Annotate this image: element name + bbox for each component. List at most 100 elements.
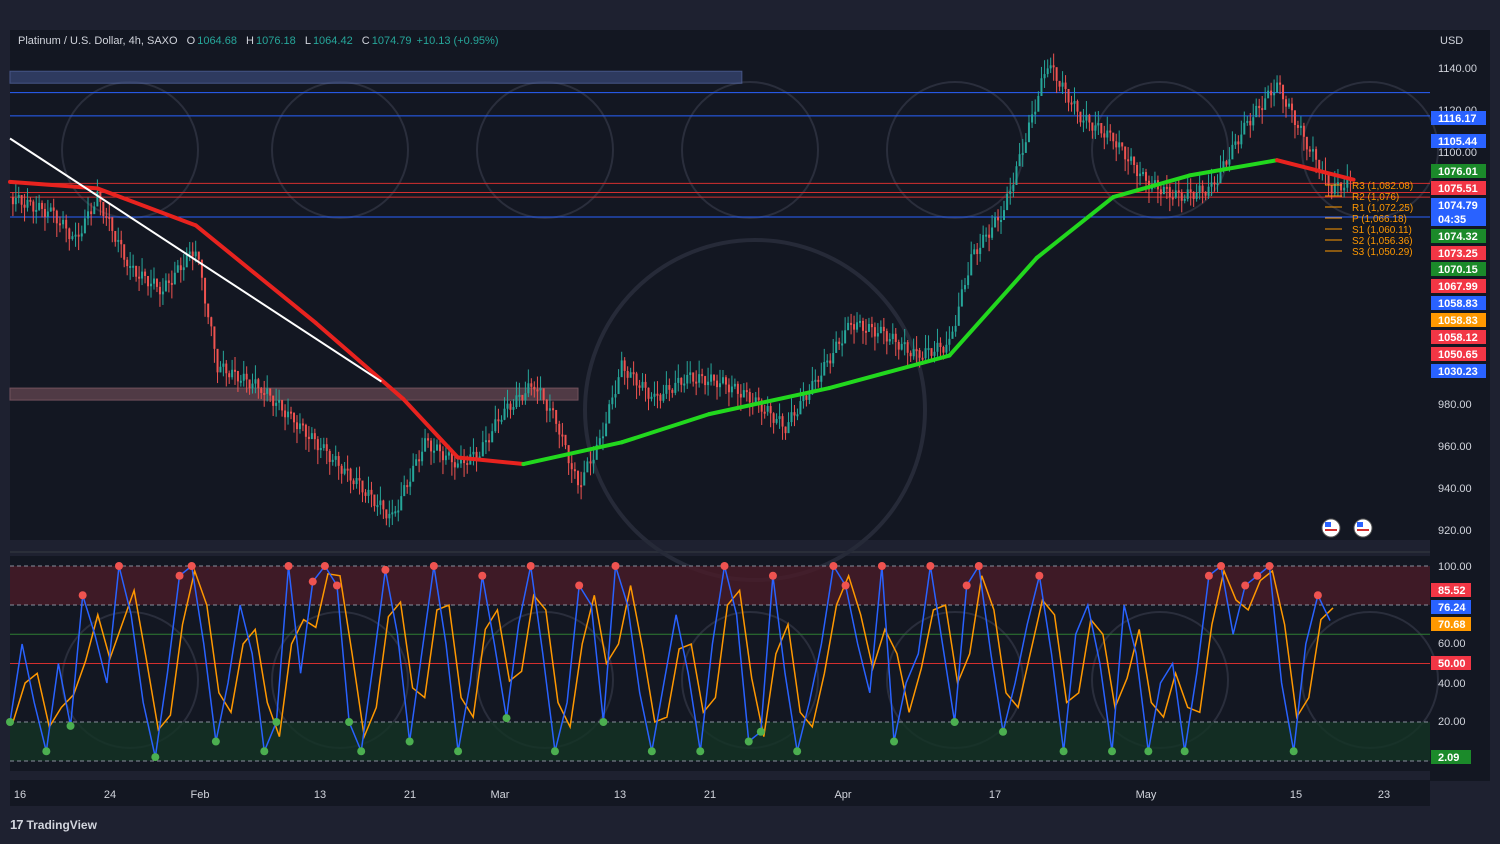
candle-body bbox=[43, 208, 46, 217]
osc-value-tag[interactable]: 2.09 bbox=[1431, 750, 1471, 764]
candle-body bbox=[527, 383, 530, 394]
osc-tag-text: 70.68 bbox=[1438, 619, 1466, 631]
price-tag[interactable]: 1073.25 bbox=[1431, 246, 1486, 260]
osc-value-tag[interactable]: 50.00 bbox=[1431, 656, 1471, 670]
price-tag[interactable]: 1058.12 bbox=[1431, 330, 1486, 344]
ema-segment[interactable] bbox=[401, 396, 460, 460]
osc-value-tag[interactable]: 76.24 bbox=[1431, 600, 1471, 614]
osc-tick-label: 20.00 bbox=[1438, 716, 1466, 728]
zone-rect[interactable] bbox=[9, 70, 743, 84]
time-axis[interactable] bbox=[10, 780, 1430, 806]
osc-value-tag[interactable]: 70.68 bbox=[1431, 617, 1471, 631]
candle-body bbox=[1145, 172, 1147, 181]
trendline[interactable] bbox=[9, 137, 382, 383]
candle-body bbox=[1282, 84, 1285, 100]
candle-body bbox=[316, 439, 319, 451]
ema-segment[interactable] bbox=[707, 386, 832, 417]
y-tick-label: 1100.00 bbox=[1438, 147, 1477, 159]
stoch-k-line[interactable] bbox=[9, 563, 1331, 758]
stoch-d-line[interactable] bbox=[12, 568, 1334, 740]
price-tag[interactable]: 1058.83 bbox=[1431, 296, 1486, 310]
price-tag[interactable]: 1076.01 bbox=[1431, 164, 1486, 178]
ema-segment[interactable] bbox=[1034, 195, 1116, 260]
ema-segment[interactable] bbox=[1111, 173, 1192, 200]
ema-segment[interactable] bbox=[455, 455, 526, 467]
candle-body bbox=[337, 456, 340, 466]
ema-segment[interactable] bbox=[1275, 158, 1356, 182]
price-tag-bg bbox=[1431, 330, 1486, 344]
candle-body bbox=[620, 360, 623, 378]
ema-segment[interactable] bbox=[521, 440, 624, 467]
price-pane[interactable] bbox=[10, 30, 1430, 540]
candle-body bbox=[686, 375, 689, 384]
price-tag[interactable]: 1067.99 bbox=[1431, 279, 1486, 293]
price-tag[interactable]: 1105.44 bbox=[1431, 134, 1486, 148]
zone-rect[interactable] bbox=[9, 387, 579, 401]
tradingview-logo[interactable]: 17 TradingView bbox=[10, 817, 97, 832]
candle-body bbox=[662, 393, 665, 401]
candle-body bbox=[1018, 154, 1021, 167]
candle-body bbox=[841, 343, 844, 346]
currency-label[interactable]: USD bbox=[1440, 35, 1464, 47]
price-tag[interactable]: 1030.23 bbox=[1431, 364, 1486, 378]
oversold-dot bbox=[599, 718, 608, 726]
candle-body bbox=[760, 400, 763, 412]
candle-body bbox=[1258, 105, 1261, 109]
candle-body bbox=[379, 500, 382, 506]
candle-body bbox=[343, 468, 346, 474]
candle-body bbox=[912, 349, 915, 357]
candle-body bbox=[644, 381, 647, 388]
oversold-dot bbox=[42, 747, 51, 756]
overbought-dot bbox=[841, 581, 850, 590]
candle-body bbox=[397, 510, 400, 513]
ema-segment[interactable] bbox=[619, 412, 712, 445]
overbought-dot bbox=[720, 562, 729, 570]
price-tag[interactable]: 1116.17 bbox=[1431, 111, 1486, 125]
candle-body bbox=[1067, 88, 1070, 103]
x-tick-label: 15 bbox=[1290, 789, 1302, 801]
candle-body bbox=[817, 379, 820, 382]
ema-segment[interactable] bbox=[95, 186, 198, 228]
x-tick-label: 13 bbox=[314, 789, 326, 801]
candle-body bbox=[164, 280, 167, 292]
price-tag[interactable]: 1050.65 bbox=[1431, 347, 1486, 361]
price-tag[interactable]: 1074.79 bbox=[1431, 198, 1486, 212]
ema-segment[interactable] bbox=[827, 353, 952, 391]
price-tag[interactable]: 1074.32 bbox=[1431, 229, 1486, 243]
candle-body bbox=[536, 389, 539, 392]
ema-segment[interactable] bbox=[193, 223, 318, 325]
candle-body bbox=[481, 442, 484, 457]
us-flag-icon[interactable] bbox=[1353, 518, 1373, 538]
candle-body bbox=[170, 282, 173, 285]
ema-segment[interactable] bbox=[313, 320, 406, 401]
symbol-title[interactable]: Platinum / U.S. Dollar, 4h, SAXO bbox=[18, 35, 178, 47]
candle-body bbox=[325, 444, 328, 451]
open-value: 1064.68 bbox=[197, 35, 237, 47]
candle-body bbox=[179, 265, 182, 271]
pivot-label: R1 (1,072.25) bbox=[1352, 203, 1413, 214]
candle-body bbox=[77, 234, 80, 237]
y-tick-label: 940.00 bbox=[1438, 483, 1472, 495]
candle-body bbox=[304, 424, 307, 437]
price-tag[interactable]: 1075.51 bbox=[1431, 181, 1486, 195]
price-tag[interactable]: 1070.15 bbox=[1431, 262, 1486, 276]
ema-segment[interactable] bbox=[1187, 158, 1280, 178]
overbought-dot bbox=[114, 562, 123, 570]
candle-body bbox=[152, 278, 155, 284]
price-tag[interactable]: 04:35 bbox=[1431, 212, 1486, 226]
candle-body bbox=[626, 370, 629, 378]
candle-body bbox=[210, 317, 213, 327]
us-flag-icon[interactable] bbox=[1321, 518, 1341, 538]
candle-body bbox=[933, 351, 936, 356]
candle-body bbox=[340, 465, 343, 474]
candle-body bbox=[763, 411, 766, 414]
candle-body bbox=[653, 393, 656, 397]
osc-value-tag[interactable]: 85.52 bbox=[1431, 583, 1471, 597]
price-tag[interactable]: 1058.83 bbox=[1431, 313, 1486, 327]
price-axis[interactable] bbox=[1430, 30, 1490, 781]
candle-body bbox=[412, 465, 415, 482]
candle-body bbox=[719, 383, 721, 388]
ema-segment[interactable] bbox=[947, 255, 1039, 358]
candle-body bbox=[1192, 191, 1195, 200]
